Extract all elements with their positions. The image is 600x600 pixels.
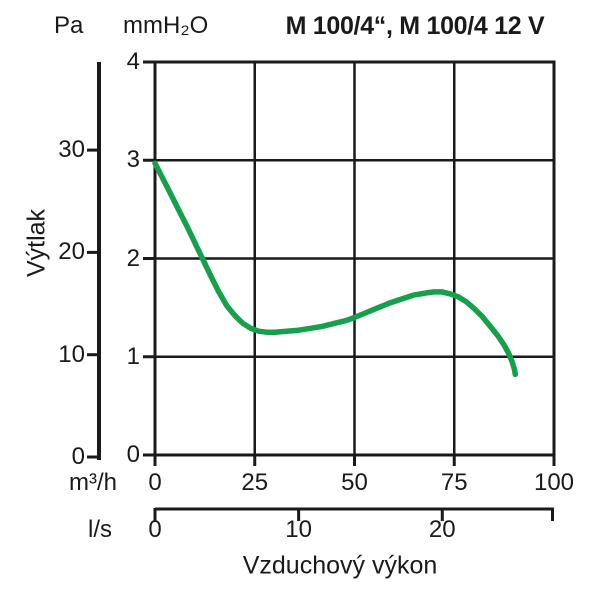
y-tick-label: 2	[126, 244, 140, 272]
ls-unit-label: l/s	[88, 516, 112, 543]
y-tick-label: 3	[126, 146, 140, 174]
x-tick-label: 75	[440, 469, 468, 496]
ls-tick-label: 0	[148, 516, 162, 543]
chart-title: M 100/4“, M 100/4 12 V	[285, 12, 545, 40]
mmh2o-unit-label: mmH₂O	[123, 12, 209, 39]
ls-tick-label: 10	[285, 516, 312, 543]
fan-curve	[152, 160, 519, 378]
pa-tick-label: 0	[71, 443, 85, 470]
ls-tick-label: 20	[428, 516, 456, 543]
y-tick-label: 1	[126, 342, 140, 370]
x-tick-label: 25	[241, 469, 269, 496]
pa-tick-label: 30	[58, 136, 85, 164]
x-tick-label: 50	[341, 469, 368, 496]
x-axis-title: Vzduchový výkon	[242, 551, 438, 580]
x-tick-label: 0	[148, 469, 162, 496]
x-tick-label: 100	[533, 469, 575, 496]
pa-tick-label: 20	[58, 238, 85, 266]
m3h-unit-label: m³/h	[69, 469, 117, 496]
y-tick-label: 4	[126, 48, 140, 75]
pa-tick-label: 10	[58, 340, 85, 368]
pa-unit-label: Pa	[54, 12, 84, 39]
y-tick-label: 0	[126, 441, 140, 468]
